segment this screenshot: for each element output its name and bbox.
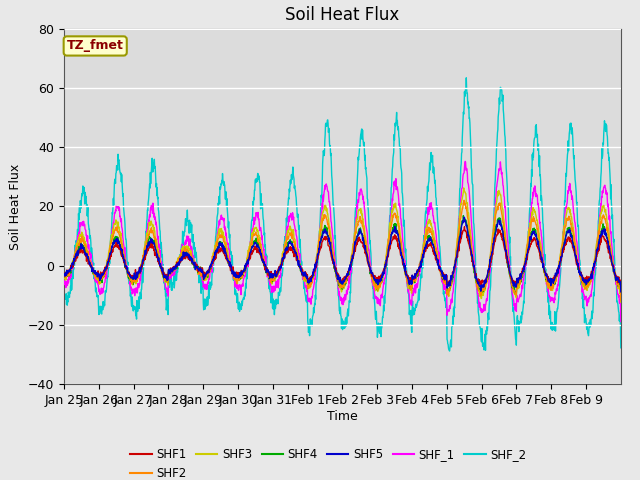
SHF_2	[463, 75, 470, 81]
SHF1	[60, 270, 68, 276]
SHF1	[328, 255, 335, 261]
SHF3	[556, 259, 563, 264]
Line: SHF3: SHF3	[64, 188, 621, 302]
SHF3	[617, 300, 625, 305]
SHF_1	[474, 290, 482, 296]
SHF2	[460, 197, 468, 203]
SHF2	[147, 226, 155, 232]
Title: Soil Heat Flux: Soil Heat Flux	[285, 6, 399, 24]
SHF_2	[317, 192, 325, 198]
SHF_2	[556, 279, 564, 285]
SHF2	[328, 243, 335, 249]
SHF3	[460, 185, 468, 191]
SHF2	[317, 227, 325, 232]
SHF3	[147, 218, 155, 224]
SHF_1	[60, 277, 68, 283]
SHF_2	[60, 300, 68, 306]
SHF2	[556, 259, 563, 265]
Y-axis label: Soil Heat Flux: Soil Heat Flux	[10, 163, 22, 250]
SHF_1	[461, 158, 469, 164]
SHF5	[474, 281, 482, 287]
SHF2	[617, 298, 625, 304]
SHF5	[147, 237, 155, 242]
SHF2	[610, 270, 618, 276]
Line: SHF2: SHF2	[64, 200, 621, 301]
Line: SHF_2: SHF_2	[64, 78, 621, 351]
SHF5	[328, 251, 335, 257]
SHF_2	[474, 309, 482, 315]
SHF5	[556, 261, 563, 267]
SHF3	[60, 276, 68, 281]
SHF1	[461, 224, 468, 229]
SHF4	[556, 264, 563, 270]
SHF2	[60, 273, 68, 279]
X-axis label: Time: Time	[327, 409, 358, 422]
SHF4	[147, 236, 155, 241]
SHF5	[460, 214, 468, 220]
SHF_2	[617, 345, 625, 351]
SHF5	[617, 289, 625, 295]
SHF4	[610, 267, 618, 273]
SHF1	[611, 270, 618, 276]
Legend: SHF1, SHF2, SHF3, SHF4, SHF5, SHF_1, SHF_2: SHF1, SHF2, SHF3, SHF4, SHF5, SHF_1, SHF…	[125, 444, 531, 480]
SHF_1	[147, 207, 155, 213]
Line: SHF1: SHF1	[64, 227, 621, 288]
SHF1	[477, 285, 484, 291]
SHF5	[317, 235, 325, 241]
SHF1	[474, 280, 482, 286]
SHF4	[617, 293, 625, 299]
SHF1	[147, 239, 155, 245]
SHF_2	[445, 348, 453, 354]
SHF_2	[147, 172, 155, 178]
SHF1	[317, 245, 325, 251]
SHF4	[60, 274, 68, 280]
SHF5	[60, 272, 68, 277]
SHF1	[617, 285, 625, 291]
SHF2	[474, 283, 482, 289]
SHF3	[317, 219, 325, 225]
Line: SHF5: SHF5	[64, 217, 621, 292]
Line: SHF4: SHF4	[64, 216, 621, 296]
SHF4	[474, 283, 482, 288]
Line: SHF_1: SHF_1	[64, 161, 621, 322]
SHF_2	[328, 172, 335, 178]
SHF5	[610, 266, 618, 272]
SHF_1	[317, 212, 325, 217]
SHF_1	[556, 272, 563, 277]
SHF_2	[611, 251, 618, 256]
SHF3	[610, 267, 618, 273]
SHF4	[317, 238, 325, 243]
SHF4	[460, 213, 467, 218]
SHF_1	[328, 224, 335, 230]
SHF_1	[617, 319, 625, 324]
Text: TZ_fmet: TZ_fmet	[67, 39, 124, 52]
SHF3	[474, 285, 482, 290]
SHF1	[556, 259, 564, 264]
SHF4	[328, 252, 335, 258]
SHF_1	[610, 262, 618, 268]
SHF3	[328, 240, 335, 245]
